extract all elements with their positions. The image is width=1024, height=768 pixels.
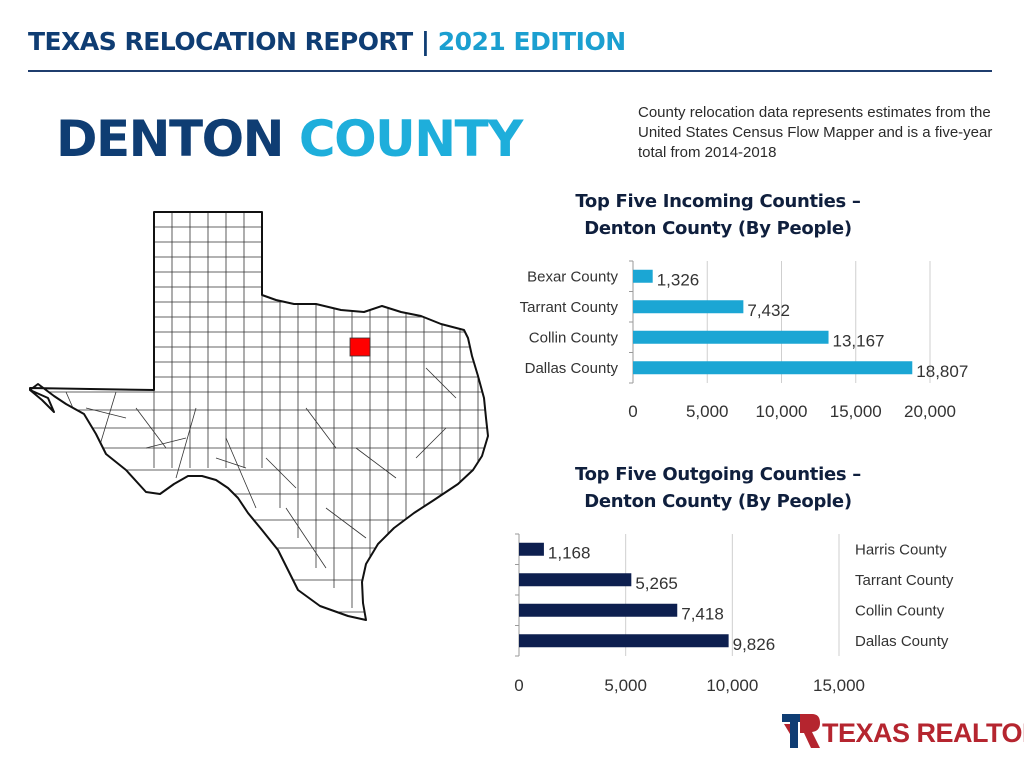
outgoing-bar <box>519 634 729 648</box>
incoming-chart-title-line1: Top Five Incoming Counties – <box>575 191 861 212</box>
incoming-tick-label: 5,000 <box>686 402 729 421</box>
outgoing-tick-label: 5,000 <box>604 676 647 695</box>
denton-county-highlight <box>349 337 371 357</box>
report-title: TEXAS RELOCATION REPORT <box>28 27 413 56</box>
outgoing-category-label: Harris County <box>855 541 947 558</box>
outgoing-chart-title: Top Five Outgoing Counties – Denton Coun… <box>526 461 910 515</box>
outgoing-category-label: Collin County <box>855 602 945 619</box>
incoming-bar <box>633 269 653 283</box>
outgoing-bar <box>519 573 632 587</box>
outgoing-bar <box>519 603 678 617</box>
incoming-value-label: 1,326 <box>657 270 700 289</box>
header-separator: | <box>412 27 438 56</box>
outgoing-chart-title-line2: Denton County (By People) <box>584 491 852 512</box>
incoming-chart-title-line2: Denton County (By People) <box>584 218 852 239</box>
outgoing-value-label: 7,418 <box>681 604 724 623</box>
outgoing-category-label: Tarrant County <box>855 572 954 589</box>
texas-county-map <box>29 211 489 621</box>
report-edition: 2021 EDITION <box>437 27 626 56</box>
incoming-category-label: Collin County <box>529 329 619 346</box>
outgoing-tick-label: 10,000 <box>706 676 758 695</box>
county-title: DENTON COUNTY <box>56 110 523 168</box>
incoming-tick-label: 0 <box>628 402 637 421</box>
texas-realtors-logo-icon <box>782 714 820 748</box>
outgoing-tick-label: 0 <box>514 676 523 695</box>
incoming-category-label: Dallas County <box>525 360 619 377</box>
report-header: TEXAS RELOCATION REPORT | 2021 EDITION <box>28 27 626 56</box>
incoming-tick-label: 10,000 <box>756 402 808 421</box>
outgoing-chart-title-line1: Top Five Outgoing Counties – <box>575 464 861 485</box>
outgoing-bar <box>519 542 544 556</box>
county-name-part2: COUNTY <box>298 110 523 168</box>
outgoing-tick-label: 15,000 <box>813 676 865 695</box>
incoming-category-label: Tarrant County <box>520 299 619 316</box>
incoming-chart-title: Top Five Incoming Counties – Denton Coun… <box>526 188 910 242</box>
incoming-value-label: 13,167 <box>833 331 885 350</box>
incoming-tick-label: 15,000 <box>830 402 882 421</box>
data-source-note: County relocation data represents estima… <box>638 104 993 161</box>
county-name-part1: DENTON <box>56 110 284 168</box>
incoming-value-label: 18,807 <box>916 362 968 381</box>
outgoing-value-label: 9,826 <box>733 635 776 654</box>
logo-wordmark: TEXAS REALTORS <box>822 718 1024 748</box>
incoming-bar <box>633 330 829 344</box>
incoming-category-label: Bexar County <box>527 268 618 285</box>
incoming-tick-label: 20,000 <box>904 402 956 421</box>
incoming-bar <box>633 300 744 314</box>
incoming-bar <box>633 361 913 375</box>
header-divider <box>28 70 992 72</box>
incoming-value-label: 7,432 <box>747 301 790 320</box>
outgoing-value-label: 1,168 <box>548 543 591 562</box>
outgoing-category-label: Dallas County <box>855 633 949 650</box>
texas-outline <box>29 211 489 621</box>
outgoing-value-label: 5,265 <box>635 574 678 593</box>
